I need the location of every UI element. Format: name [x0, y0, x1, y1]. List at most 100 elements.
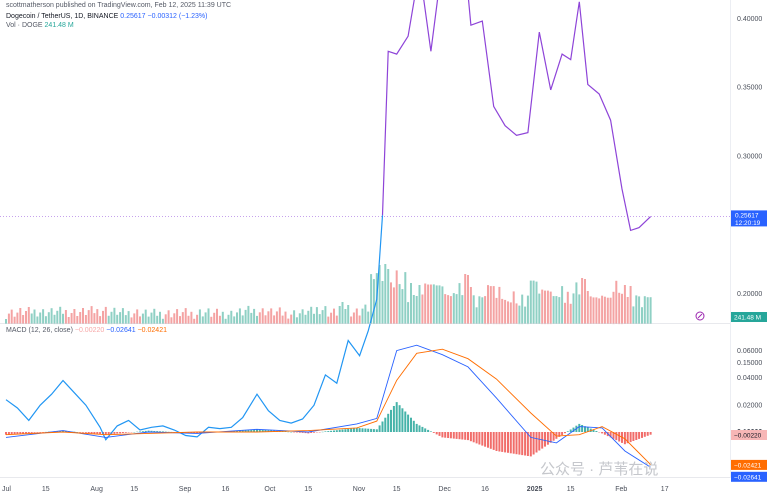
macd-signal-value: −0.02421 — [137, 327, 167, 334]
volume-bar — [415, 296, 418, 324]
macd-hist-bar — [355, 427, 358, 432]
macd-line-badge — [731, 471, 767, 482]
volume-bar — [121, 308, 124, 324]
macd-hist-bar — [62, 430, 64, 432]
symbol-legend[interactable]: Dogecoin / TetherUS, 1D, BINANCE 0.25617… — [6, 13, 207, 20]
macd-hist-bar — [623, 432, 626, 445]
volume-legend[interactable]: Vol · DOGE 241.48 M — [6, 22, 74, 29]
macd-hist-bar — [284, 431, 287, 432]
macd-hist-bar — [324, 431, 327, 432]
macd-hist-bar — [489, 432, 492, 449]
time-tick-label: Jul — [2, 486, 11, 493]
volume-bar — [395, 270, 398, 324]
macd-legend[interactable]: MACD (12, 26, close) −0.00220 −0.02641 −… — [6, 327, 167, 334]
macd-hist-bar — [59, 430, 62, 432]
volume-bar — [452, 293, 455, 324]
volume-bar — [603, 296, 606, 324]
volume-bar — [324, 306, 327, 325]
macd-hist-bar — [392, 406, 395, 432]
volume-bar — [67, 317, 70, 324]
volume-bar — [561, 286, 564, 324]
macd-hist-bar — [592, 429, 595, 432]
macd-hist-bar — [19, 432, 22, 434]
time-tick-label: 15 — [393, 486, 401, 493]
macd-hist-bar — [407, 414, 410, 432]
volume-bar — [555, 296, 558, 324]
macd-hist-bar — [524, 432, 527, 456]
volume-bar — [159, 311, 161, 324]
last-price-badge-value: 0.25617 — [735, 212, 759, 219]
volume-bar — [256, 315, 258, 324]
macd-hist-bar — [487, 432, 489, 448]
macd-hist-bar — [193, 432, 196, 434]
macd-hist-bar — [261, 429, 264, 432]
macd-hist-bar — [241, 430, 244, 432]
volume-bar — [156, 315, 159, 324]
macd-hist-bar — [572, 427, 575, 432]
macd-hist-bar — [429, 431, 432, 432]
macd-hist-bar — [469, 432, 472, 442]
macd-hist-bar — [27, 432, 30, 434]
time-tick-label: 15 — [42, 486, 50, 493]
macd-hist-bar — [504, 432, 507, 453]
macd-hist-badge — [731, 430, 767, 440]
volume-bar — [418, 285, 421, 324]
volume-settings-button[interactable] — [695, 311, 705, 321]
volume-bar — [461, 295, 464, 324]
volume-bar — [161, 318, 164, 324]
volume-bar — [584, 279, 586, 324]
price-line-early — [5, 215, 384, 441]
volume-bar — [544, 290, 546, 325]
volume-bar — [592, 297, 595, 324]
volume-bar — [153, 308, 156, 324]
time-tick-label: 16 — [222, 486, 230, 493]
macd-hist-badge-value: −0.00220 — [734, 433, 762, 440]
volume-bar — [187, 315, 190, 324]
macd-tick-label: 0.04000 — [737, 375, 762, 382]
publisher-header: scottmatherson published on TradingView.… — [6, 2, 232, 9]
macd-hist-bar — [427, 429, 430, 432]
last-price-badge — [731, 210, 767, 227]
volume-bar — [36, 316, 39, 324]
macd-hist-bar — [33, 432, 36, 433]
macd-hist-bar — [139, 431, 141, 432]
macd-hist-bar — [267, 430, 270, 432]
volume-bar — [315, 307, 318, 325]
volume-bar — [361, 308, 364, 324]
volume-bar — [281, 315, 284, 325]
macd-hist-bar — [421, 426, 424, 432]
macd-hist-bar — [581, 425, 584, 432]
time-tick-label: 15 — [304, 486, 312, 493]
macd-hist-bar — [333, 430, 335, 432]
volume-bar — [298, 313, 301, 324]
volume-bar — [10, 309, 13, 324]
volume-bar — [76, 316, 79, 324]
macd-hist-bar — [555, 432, 558, 439]
macd-hist-bar — [381, 421, 384, 432]
volume-bar — [412, 295, 415, 324]
volume-value: 241.48 M — [44, 22, 74, 29]
volume-bar — [378, 265, 381, 324]
volume-bar — [39, 312, 42, 324]
volume-bar — [352, 312, 355, 324]
macd-hist-bar — [475, 432, 478, 444]
volume-bar — [390, 282, 392, 324]
macd-hist-bar — [236, 430, 238, 432]
macd-hist-bar — [307, 432, 310, 434]
volume-bar — [5, 319, 7, 324]
macd-hist-bar — [327, 431, 330, 432]
time-tick-label: Oct — [264, 486, 275, 493]
macd-hist-bar — [361, 428, 364, 432]
macd-hist-bar — [107, 432, 110, 435]
macd-hist-bar — [484, 432, 487, 447]
macd-hist-bar — [595, 431, 598, 432]
volume-bar — [96, 309, 99, 324]
macd-hist-bar — [36, 432, 39, 433]
macd-hist-bar — [632, 432, 635, 441]
macd-hist-bar — [566, 431, 569, 432]
volume-bar — [621, 293, 623, 325]
volume-bar — [330, 312, 333, 324]
macd-hist-bar — [5, 432, 7, 435]
volume-bar — [130, 317, 133, 324]
